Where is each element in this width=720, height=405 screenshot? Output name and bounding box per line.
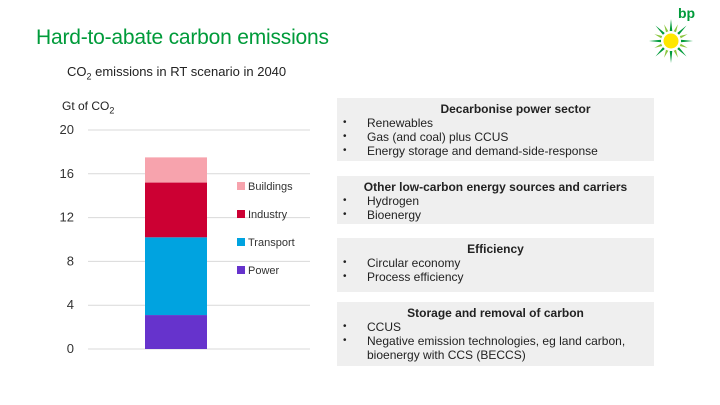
legend-swatch-industry — [237, 210, 245, 218]
panel-other-low-carbon: Other low-carbon energy sources and carr… — [337, 176, 654, 224]
panel-item: Circular economy — [337, 256, 654, 270]
legend-label-transport: Transport — [248, 237, 295, 249]
panel-item: Negative emission technologies, eg land … — [337, 334, 654, 362]
bar-segment-power — [145, 315, 207, 349]
helios-logo-icon — [649, 19, 693, 63]
legend-label-industry: Industry — [248, 209, 288, 221]
legend-swatch-transport — [237, 238, 245, 246]
panel-item: Hydrogen — [337, 194, 654, 208]
legend-swatch-buildings — [237, 182, 245, 190]
panel-item: Bioenergy — [337, 208, 654, 222]
bar-segment-industry — [145, 182, 207, 238]
legend-label-power: Power — [248, 265, 280, 277]
panel-storage-removal: Storage and removal of carbon CCUS Negat… — [337, 302, 654, 366]
bar-segment-transport — [145, 237, 207, 316]
panel-item: Energy storage and demand-side-response — [337, 144, 654, 158]
y-tick-label: 8 — [67, 253, 74, 268]
legend-label-buildings: Buildings — [248, 181, 293, 193]
bar-segment-buildings — [145, 157, 207, 183]
y-tick-label: 16 — [60, 166, 74, 181]
logo-text: bp — [678, 5, 696, 21]
panel-title: Efficiency — [467, 242, 524, 256]
page-title: Hard-to-abate carbon emissions — [36, 26, 329, 49]
panel-item: CCUS — [337, 320, 654, 334]
panel-item: Renewables — [337, 116, 654, 130]
y-tick-label: 4 — [67, 297, 74, 312]
panel-title: Storage and removal of carbon — [407, 306, 584, 320]
panel-item: Process efficiency — [337, 270, 654, 284]
panel-title: Other low-carbon energy sources and carr… — [363, 180, 628, 194]
y-tick-label: 0 — [67, 341, 74, 356]
chart-subtitle: CO2 emissions in RT scenario in 2040 — [67, 64, 287, 82]
legend-swatch-power — [237, 266, 245, 274]
panel-decarbonise-power: Decarbonise power sector Renewables Gas … — [337, 98, 654, 161]
panel-title: Decarbonise power sector — [440, 102, 591, 116]
panel-efficiency: Efficiency Circular economy Process effi… — [337, 238, 654, 292]
panel-item: Gas (and coal) plus CCUS — [337, 130, 654, 144]
y-axis-label: Gt of CO2 — [62, 99, 115, 116]
y-tick-label: 20 — [60, 122, 74, 137]
y-tick-label: 12 — [60, 210, 74, 225]
